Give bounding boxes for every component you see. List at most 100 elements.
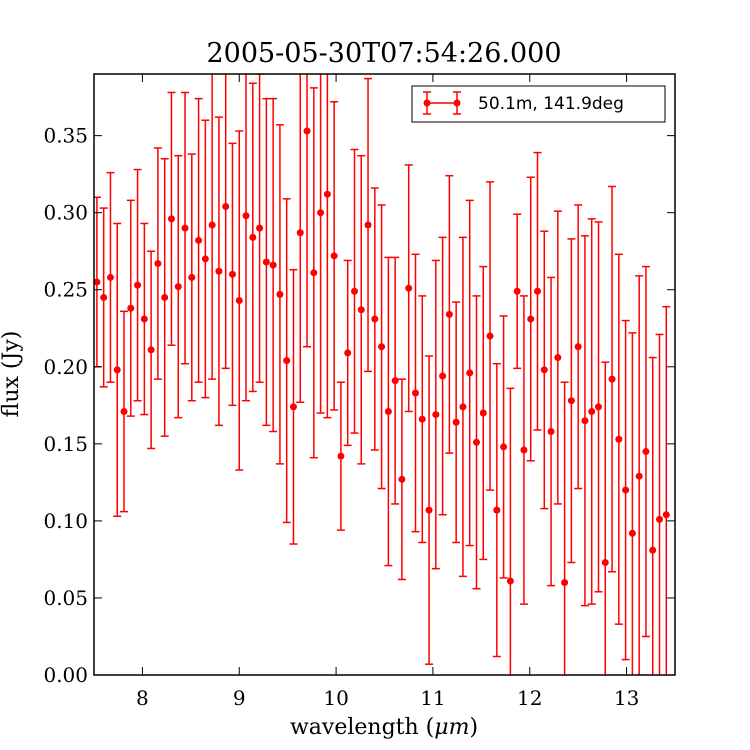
data-point xyxy=(506,387,515,675)
data-point xyxy=(214,116,223,427)
data-point xyxy=(289,268,298,545)
x-tick-label: 8 xyxy=(136,686,149,710)
data-marker xyxy=(344,349,352,357)
x-tick-label: 12 xyxy=(517,686,542,710)
data-marker xyxy=(391,377,399,385)
data-marker xyxy=(439,372,447,380)
data-point xyxy=(594,221,603,593)
data-marker xyxy=(472,438,480,446)
data-point xyxy=(553,210,562,505)
data-point xyxy=(384,256,393,567)
x-tick-label: 13 xyxy=(614,686,639,710)
data-marker xyxy=(466,369,474,377)
data-point xyxy=(411,253,420,533)
data-point xyxy=(235,130,244,471)
data-point xyxy=(458,236,467,578)
data-marker xyxy=(649,546,657,554)
data-marker xyxy=(601,559,609,567)
data-marker xyxy=(445,310,453,318)
data-point xyxy=(309,87,318,459)
data-marker xyxy=(432,411,440,419)
data-marker xyxy=(418,415,426,423)
data-marker xyxy=(513,287,521,295)
data-point xyxy=(126,199,135,417)
data-point xyxy=(370,187,379,451)
data-marker xyxy=(330,252,338,260)
x-axis-label: wavelength (μm) xyxy=(290,715,478,740)
data-point xyxy=(526,176,535,462)
data-marker xyxy=(256,224,264,232)
data-marker xyxy=(588,407,596,415)
data-point xyxy=(662,305,671,675)
data-marker xyxy=(459,403,467,411)
data-point xyxy=(99,207,108,388)
data-point xyxy=(336,381,345,531)
data-point xyxy=(452,301,461,544)
data-marker xyxy=(398,475,406,483)
data-marker xyxy=(405,284,413,292)
data-marker xyxy=(595,403,603,411)
data-marker xyxy=(506,577,514,585)
data-point xyxy=(106,171,115,383)
data-point xyxy=(248,82,257,393)
x-axis: 8 9 10 11 12 13 xyxy=(136,74,639,710)
data-point xyxy=(479,265,488,561)
data-marker xyxy=(269,261,277,269)
data-marker xyxy=(500,443,508,451)
data-marker xyxy=(181,224,189,232)
data-marker xyxy=(574,343,582,351)
data-marker xyxy=(615,435,623,443)
data-point xyxy=(343,259,352,447)
data-point xyxy=(140,222,149,416)
data-point xyxy=(492,362,501,658)
data-marker xyxy=(303,127,311,135)
data-point xyxy=(628,332,637,675)
data-point xyxy=(357,154,366,465)
data-point xyxy=(404,164,413,413)
data-point xyxy=(418,295,427,544)
data-point xyxy=(472,295,481,590)
data-point xyxy=(194,97,203,383)
data-point xyxy=(323,74,332,419)
data-point xyxy=(499,315,508,579)
data-marker xyxy=(296,229,304,237)
data-marker xyxy=(622,486,630,494)
data-point xyxy=(513,213,522,370)
data-marker xyxy=(662,511,670,519)
x-tick-label: 11 xyxy=(420,686,445,710)
data-marker xyxy=(174,283,182,291)
data-marker xyxy=(161,293,169,301)
data-marker xyxy=(608,375,616,383)
data-marker xyxy=(357,306,365,314)
data-point xyxy=(391,256,400,505)
data-point xyxy=(614,253,623,625)
y-tick-label: 0.30 xyxy=(43,201,88,225)
data-marker xyxy=(283,357,291,365)
data-marker xyxy=(147,346,155,354)
data-point xyxy=(608,185,617,573)
legend-label: 50.1m, 141.9deg xyxy=(478,94,624,114)
data-marker xyxy=(554,354,562,362)
y-tick-label: 0.25 xyxy=(43,278,88,302)
x-tick-label: 9 xyxy=(233,686,246,710)
data-point xyxy=(621,319,630,661)
data-marker xyxy=(228,270,236,278)
data-marker xyxy=(533,287,541,295)
data-marker xyxy=(94,278,101,286)
data-marker xyxy=(106,273,114,281)
y-axis-label: flux (Jy) xyxy=(0,331,24,418)
data-marker xyxy=(235,297,243,305)
data-marker xyxy=(215,267,223,275)
data-point xyxy=(208,74,217,380)
plot-frame xyxy=(93,73,676,676)
data-point xyxy=(486,181,495,491)
data-point xyxy=(648,356,657,675)
data-point xyxy=(147,250,156,450)
data-marker xyxy=(425,506,433,514)
data-marker xyxy=(642,448,650,456)
data-point xyxy=(153,147,162,380)
data-marker xyxy=(411,389,419,397)
data-marker xyxy=(276,290,284,298)
data-point xyxy=(167,91,176,346)
data-marker xyxy=(656,515,664,523)
